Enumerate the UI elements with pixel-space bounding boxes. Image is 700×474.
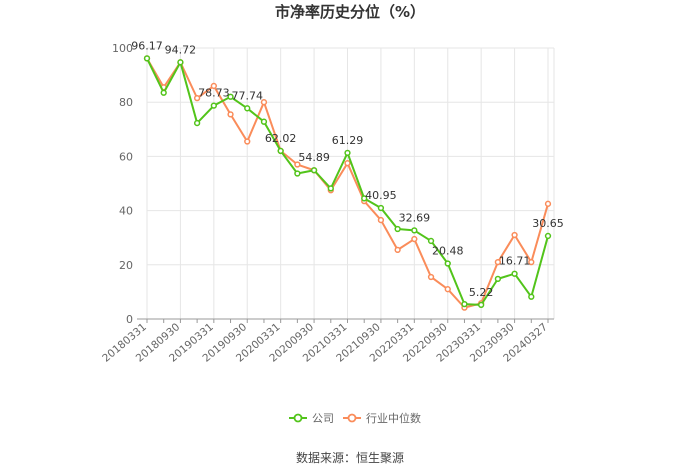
data-point-company — [427, 237, 435, 245]
y-tick-label: 0 — [126, 313, 133, 326]
data-point-company — [394, 225, 401, 233]
chart-title: 市净率历史分位（%） — [275, 3, 425, 21]
data-point-company — [377, 204, 385, 212]
data-label: 54.89 — [298, 151, 330, 164]
data-label: 94.72 — [165, 43, 197, 56]
y-tick-label: 80 — [119, 96, 133, 109]
data-point-industry — [193, 94, 201, 102]
data-label: 96.17 — [131, 39, 163, 52]
data-point-industry — [394, 246, 401, 254]
data-label: 30.65 — [532, 217, 564, 230]
data-source-note: 数据来源：恒生聚源 — [296, 450, 404, 465]
data-point-company — [344, 149, 351, 157]
y-tick-label: 100 — [112, 42, 133, 55]
data-label: 61.29 — [332, 134, 364, 147]
data-label: 77.74 — [232, 89, 264, 102]
data-label: 40.95 — [365, 189, 397, 202]
legend: 公司 行业中位数 — [289, 411, 421, 425]
legend-label: 行业中位数 — [366, 411, 421, 425]
data-point-industry — [444, 286, 451, 293]
data-point-company — [160, 89, 167, 96]
data-point-company — [277, 147, 284, 155]
data-point-company — [227, 93, 234, 100]
data-label: 16.71 — [499, 255, 531, 268]
data-point-industry — [411, 235, 418, 243]
data-point-company — [210, 102, 217, 109]
data-point-company — [260, 118, 268, 125]
data-point-industry — [544, 200, 552, 207]
legend-marker-icon — [347, 413, 357, 423]
data-point-company — [310, 167, 318, 174]
data-point-company — [478, 301, 485, 309]
data-point-industry — [494, 258, 502, 266]
grid-layer — [146, 47, 555, 320]
data-point-company — [544, 232, 552, 240]
y-tick-label: 40 — [119, 205, 133, 218]
y-tick-label: 60 — [119, 150, 133, 163]
data-label: 78.73 — [198, 87, 230, 100]
data-point-industry — [244, 138, 251, 145]
axis-layer: 0204060801002018033120180930201903312019… — [100, 42, 554, 365]
data-point-industry — [344, 160, 351, 167]
data-point-company — [528, 293, 535, 300]
data-point-company — [327, 185, 334, 192]
data-point-company — [461, 300, 468, 308]
data-point-industry — [294, 161, 301, 168]
data-label: 32.69 — [399, 211, 431, 224]
data-label: 20.48 — [432, 244, 464, 257]
data-point-company — [361, 195, 368, 202]
data-point-company — [244, 105, 251, 112]
series-layer — [143, 55, 552, 311]
y-tick-label: 20 — [119, 259, 133, 272]
data-point-industry — [227, 111, 234, 118]
data-point-company — [143, 55, 151, 62]
data-label: 62.02 — [265, 132, 297, 145]
data-point-industry — [427, 273, 435, 281]
data-point-company — [444, 260, 451, 267]
data-point-industry — [511, 231, 518, 239]
legend-label: 公司 — [312, 412, 334, 425]
data-point-company — [294, 170, 301, 177]
data-point-company — [177, 59, 184, 66]
data-point-company — [193, 119, 201, 127]
data-point-company — [494, 275, 502, 283]
data-point-company — [511, 270, 518, 277]
data-point-industry — [377, 216, 385, 224]
data-point-industry — [528, 258, 535, 266]
data-point-industry — [210, 82, 217, 90]
data-point-company — [411, 227, 418, 234]
data-label: 5.22 — [469, 286, 494, 299]
data-point-industry — [260, 99, 268, 106]
legend-marker-icon — [293, 413, 303, 423]
